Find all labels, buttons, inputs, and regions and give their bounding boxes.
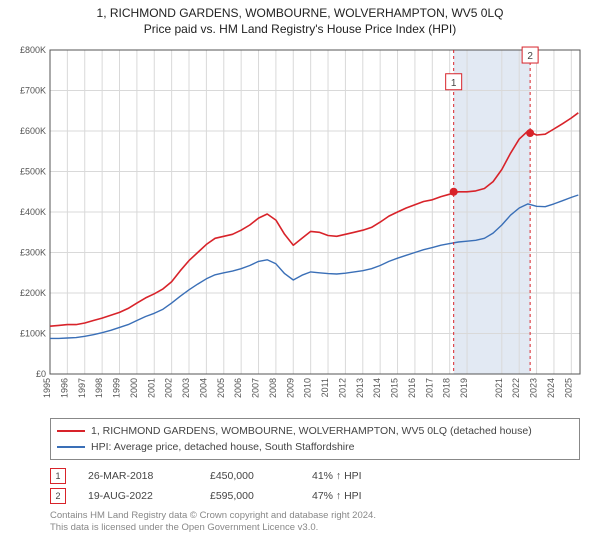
- svg-text:2000: 2000: [129, 378, 139, 398]
- svg-text:1: 1: [451, 78, 457, 89]
- title-line-2: Price paid vs. HM Land Registry's House …: [8, 22, 592, 36]
- svg-text:2005: 2005: [216, 378, 226, 398]
- svg-text:2: 2: [527, 51, 533, 62]
- svg-text:2023: 2023: [529, 378, 539, 398]
- svg-text:2014: 2014: [372, 378, 382, 398]
- svg-text:2003: 2003: [181, 378, 191, 398]
- svg-text:£600K: £600K: [20, 126, 46, 136]
- svg-text:2004: 2004: [198, 378, 208, 398]
- legend-label: HPI: Average price, detached house, Sout…: [91, 441, 354, 453]
- svg-text:£200K: £200K: [20, 288, 46, 298]
- svg-text:2025: 2025: [563, 378, 573, 398]
- legend-row: 1, RICHMOND GARDENS, WOMBOURNE, WOLVERHA…: [57, 423, 573, 439]
- annotation-date: 26-MAR-2018: [88, 470, 188, 482]
- svg-text:2016: 2016: [407, 378, 417, 398]
- svg-text:2007: 2007: [251, 378, 261, 398]
- svg-text:£300K: £300K: [20, 248, 46, 258]
- svg-text:2008: 2008: [268, 378, 278, 398]
- svg-text:2010: 2010: [303, 378, 313, 398]
- title-line-1: 1, RICHMOND GARDENS, WOMBOURNE, WOLVERHA…: [8, 6, 592, 20]
- svg-text:£800K: £800K: [20, 45, 46, 55]
- price-chart: £0 £100K £200K £300K £400K £500K £600K £700K £80…: [8, 42, 592, 412]
- svg-text:£100K: £100K: [20, 329, 46, 339]
- svg-text:2024: 2024: [546, 378, 556, 398]
- svg-text:2015: 2015: [390, 378, 400, 398]
- annotation-price: £595,000: [210, 490, 290, 502]
- svg-text:2017: 2017: [424, 378, 434, 398]
- svg-text:2013: 2013: [355, 378, 365, 398]
- footer-line-2: This data is licensed under the Open Gov…: [50, 522, 580, 534]
- annotation-date: 19-AUG-2022: [88, 490, 188, 502]
- svg-text:2011: 2011: [320, 378, 330, 397]
- svg-text:£0: £0: [36, 369, 46, 379]
- legend-swatch: [57, 446, 85, 448]
- svg-text:2012: 2012: [337, 378, 347, 398]
- footer-attribution: Contains HM Land Registry data © Crown c…: [50, 510, 580, 534]
- annotation-price: £450,000: [210, 470, 290, 482]
- svg-text:£400K: £400K: [20, 207, 46, 217]
- svg-text:2009: 2009: [285, 378, 295, 398]
- svg-text:£700K: £700K: [20, 86, 46, 96]
- annotation-row: 2 19-AUG-2022 £595,000 47% ↑ HPI: [50, 486, 580, 506]
- annotation-table: 1 26-MAR-2018 £450,000 41% ↑ HPI 2 19-AUG-202…: [50, 466, 580, 506]
- annotation-badge: 1: [50, 468, 66, 484]
- svg-text:2021: 2021: [494, 378, 504, 398]
- annotation-pct: 47% ↑ HPI: [312, 490, 362, 502]
- legend-swatch: [57, 430, 85, 432]
- svg-text:2002: 2002: [164, 378, 174, 398]
- svg-text:2018: 2018: [442, 378, 452, 398]
- legend-label: 1, RICHMOND GARDENS, WOMBOURNE, WOLVERHA…: [91, 425, 532, 437]
- annotation-pct: 41% ↑ HPI: [312, 470, 362, 482]
- svg-text:2006: 2006: [233, 378, 243, 398]
- svg-text:1998: 1998: [94, 378, 104, 398]
- svg-text:2001: 2001: [146, 378, 156, 398]
- svg-text:1995: 1995: [42, 378, 52, 398]
- svg-text:1996: 1996: [59, 378, 69, 398]
- svg-text:2022: 2022: [511, 378, 521, 398]
- annotation-row: 1 26-MAR-2018 £450,000 41% ↑ HPI: [50, 466, 580, 486]
- svg-text:£500K: £500K: [20, 167, 46, 177]
- svg-text:1999: 1999: [112, 378, 122, 398]
- svg-text:1997: 1997: [77, 378, 87, 398]
- chart-svg: £0 £100K £200K £300K £400K £500K £600K £700K £80…: [8, 42, 592, 412]
- svg-text:2019: 2019: [459, 378, 469, 398]
- legend-row: HPI: Average price, detached house, Sout…: [57, 439, 573, 455]
- footer-line-1: Contains HM Land Registry data © Crown c…: [50, 510, 580, 522]
- annotation-badge: 2: [50, 488, 66, 504]
- legend: 1, RICHMOND GARDENS, WOMBOURNE, WOLVERHA…: [50, 418, 580, 460]
